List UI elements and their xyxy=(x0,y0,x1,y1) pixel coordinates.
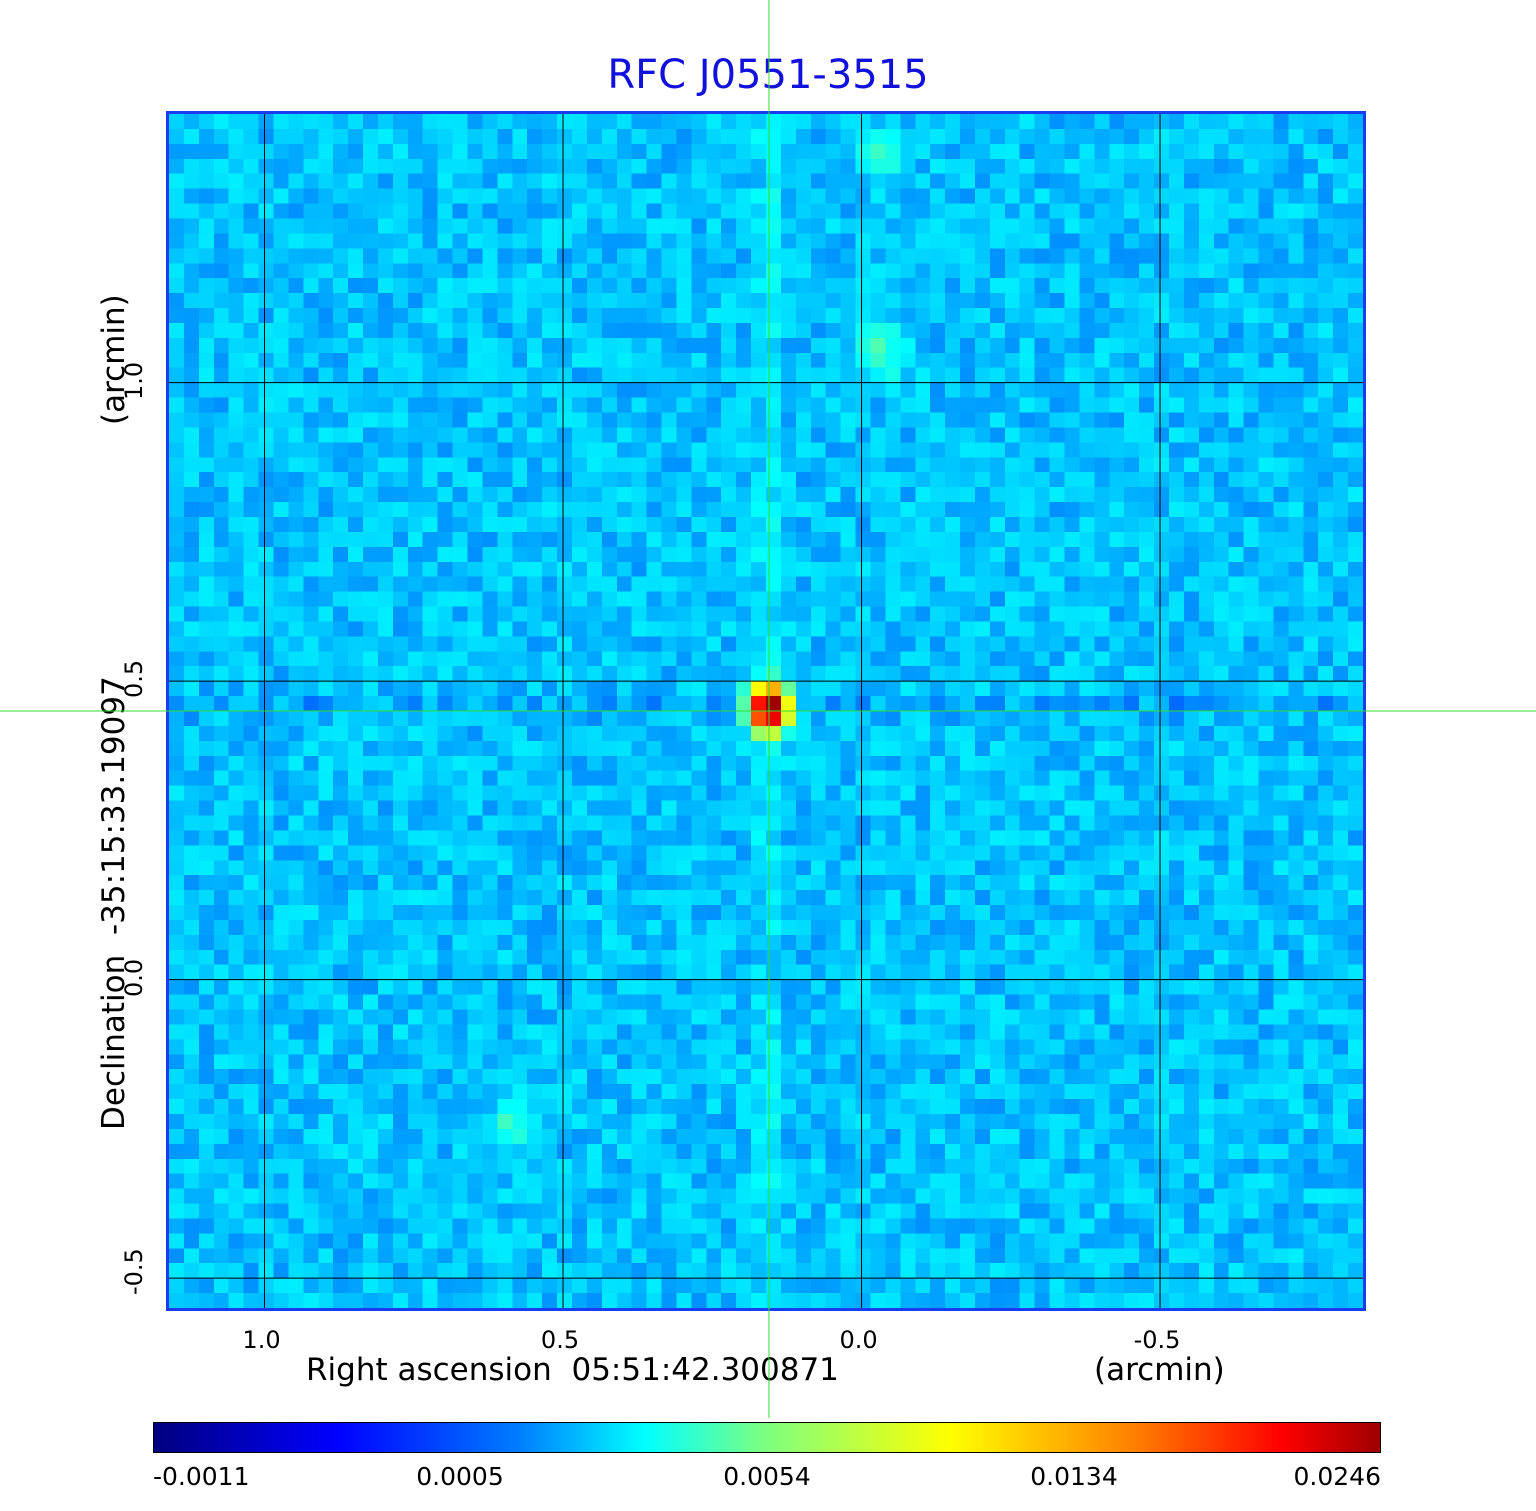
y-tick-label: -0.5 xyxy=(120,1248,148,1296)
coordinate-grid xyxy=(169,114,1363,1308)
colorbar-tick-label: 0.0134 xyxy=(1030,1462,1118,1491)
y-axis-label: Declination -35:15:33.19097 xyxy=(96,676,132,1130)
image-plot-area[interactable] xyxy=(166,111,1366,1311)
colorbar-tick-label: 0.0005 xyxy=(416,1462,504,1491)
x-axis-unit: (arcmin) xyxy=(1094,1352,1225,1388)
colorbar xyxy=(153,1422,1381,1453)
colorbar-tick-label: 0.0054 xyxy=(723,1462,811,1491)
x-tick-label: 0.0 xyxy=(839,1326,878,1354)
x-tick-label: 1.0 xyxy=(242,1326,281,1354)
chart-title: RFC J0551-3515 xyxy=(607,52,929,98)
x-tick-label: 0.5 xyxy=(540,1326,580,1354)
colorbar-tick-label: -0.0011 xyxy=(153,1462,250,1491)
x-tick-label: -0.5 xyxy=(1133,1326,1181,1354)
x-axis-label: Right ascension 05:51:42.300871 xyxy=(306,1352,839,1388)
colorbar-tick-label: 0.0246 xyxy=(1293,1462,1381,1491)
y-axis-unit: (arcmin) xyxy=(96,294,132,425)
